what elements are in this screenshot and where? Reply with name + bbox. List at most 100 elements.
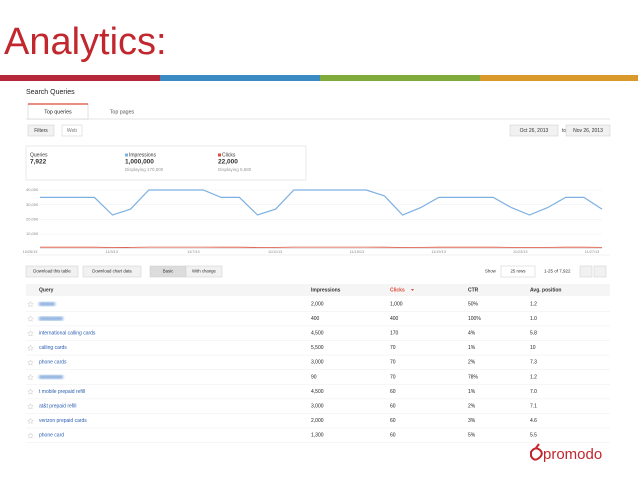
x-tick-label: 11/7/13 — [187, 250, 199, 254]
stat-value: 7,922 — [30, 159, 47, 166]
filters-button[interactable] — [27, 124, 55, 137]
logo-icon — [530, 443, 543, 461]
date-to-word: to — [562, 128, 566, 134]
star[interactable] — [27, 417, 34, 424]
cell: 100% — [468, 316, 481, 322]
table-header — [26, 284, 610, 296]
query-link[interactable]: verizon prepaid cards — [39, 418, 87, 424]
cell: 70 — [390, 345, 396, 351]
x-tick-label: 11/27/13 — [585, 250, 600, 254]
query-link[interactable]: international calling cards — [39, 331, 96, 337]
date-to[interactable] — [565, 124, 611, 137]
cell: 60 — [390, 418, 396, 424]
query-link[interactable]: phone cards — [39, 360, 67, 366]
sort-arrow — [411, 289, 414, 291]
stripe — [0, 75, 160, 81]
redacted-query — [39, 302, 55, 306]
cell: 2,000 — [311, 418, 324, 424]
cell: 4% — [468, 331, 476, 337]
cell: 2% — [468, 360, 476, 366]
query-link[interactable]: t mobile prepaid refill — [39, 389, 85, 395]
cell: 1.2 — [530, 374, 537, 380]
cell: 5.8 — [530, 331, 537, 337]
cell: 70 — [390, 360, 396, 366]
x-tick-label: 11/19/13 — [431, 250, 446, 254]
star[interactable] — [27, 344, 34, 351]
x-tick-label: 11/15/13 — [350, 250, 365, 254]
line-series — [40, 189, 603, 216]
pager[interactable] — [579, 265, 593, 278]
y-tick-label: 30,000 — [26, 202, 39, 207]
cell: 2% — [468, 404, 476, 410]
cell: 4,500 — [311, 389, 324, 395]
star[interactable] — [27, 403, 34, 410]
stat-label: Clicks — [222, 152, 236, 158]
cell: 1.0 — [530, 316, 537, 322]
cell: 1.2 — [530, 301, 537, 307]
query-link[interactable]: at&t prepaid refill — [39, 404, 77, 410]
redacted-query — [39, 375, 63, 379]
button[interactable] — [185, 265, 223, 278]
x-tick-label: 11/3/13 — [106, 250, 118, 254]
cell: 5% — [468, 433, 476, 439]
star[interactable] — [27, 315, 34, 322]
stripe — [480, 75, 638, 81]
star[interactable] — [27, 374, 34, 381]
tab[interactable]: Top pages — [110, 109, 135, 115]
button[interactable] — [500, 265, 536, 278]
cell: 1,000 — [390, 301, 403, 307]
pager[interactable] — [593, 265, 607, 278]
x-tick-label: 10/26/13 — [23, 250, 38, 254]
cell: 170 — [390, 331, 399, 337]
filters-label: Filters — [34, 128, 48, 134]
star[interactable] — [27, 301, 34, 308]
y-tick-label: 40,000 — [26, 187, 39, 192]
date-from-label: Oct 26, 2013 — [520, 128, 549, 134]
tab[interactable]: Top queries — [44, 109, 72, 115]
x-tick-label: 11/11/13 — [268, 250, 282, 254]
cell: 1% — [468, 345, 476, 351]
stat-label: Impressions — [129, 152, 156, 158]
search-type[interactable] — [61, 124, 83, 137]
button-label: 25 rows — [510, 269, 525, 274]
date-to-label: Nov 26, 2013 — [573, 128, 603, 134]
cell: 70 — [390, 374, 396, 380]
button-label: Download this table — [33, 269, 71, 274]
range-label: 1-25 of 7,922 — [544, 269, 571, 274]
cell: 50% — [468, 301, 479, 307]
stat-note: Displaying 5,580 — [218, 167, 252, 172]
legend-swatch — [125, 153, 128, 157]
cell: 4.6 — [530, 418, 537, 424]
stats-box — [25, 145, 307, 181]
cell: 3,000 — [311, 404, 324, 410]
query-link[interactable]: phone card — [39, 433, 64, 439]
cell: 400 — [390, 316, 399, 322]
button[interactable] — [25, 265, 79, 278]
cell: 10 — [530, 345, 536, 351]
star[interactable] — [27, 388, 34, 395]
panel-heading: Search Queries — [26, 89, 75, 96]
stat-note: Displaying 170,000 — [125, 167, 164, 172]
search-type-label: Web — [67, 128, 77, 134]
x-tick-label: 11/23/13 — [513, 250, 528, 254]
button[interactable] — [82, 265, 142, 278]
star[interactable] — [27, 359, 34, 366]
cell: 5,500 — [311, 345, 324, 351]
legend-swatch — [218, 153, 221, 157]
y-tick-label: 20,000 — [26, 216, 39, 221]
stat-value: 22,000 — [218, 159, 238, 166]
cell: 400 — [311, 316, 320, 322]
cell: 3,000 — [311, 360, 324, 366]
button-label: Basic — [163, 269, 174, 274]
star[interactable] — [27, 330, 34, 337]
th: Avg. position — [530, 287, 561, 293]
logo: promodo — [543, 446, 602, 463]
button-label: Download chart data — [92, 269, 132, 274]
cell: 5.5 — [530, 433, 537, 439]
star[interactable] — [27, 432, 34, 439]
date-from[interactable] — [509, 124, 559, 137]
stripe — [320, 75, 480, 81]
cell: 3% — [468, 418, 476, 424]
query-link[interactable]: calling cards — [39, 345, 67, 351]
